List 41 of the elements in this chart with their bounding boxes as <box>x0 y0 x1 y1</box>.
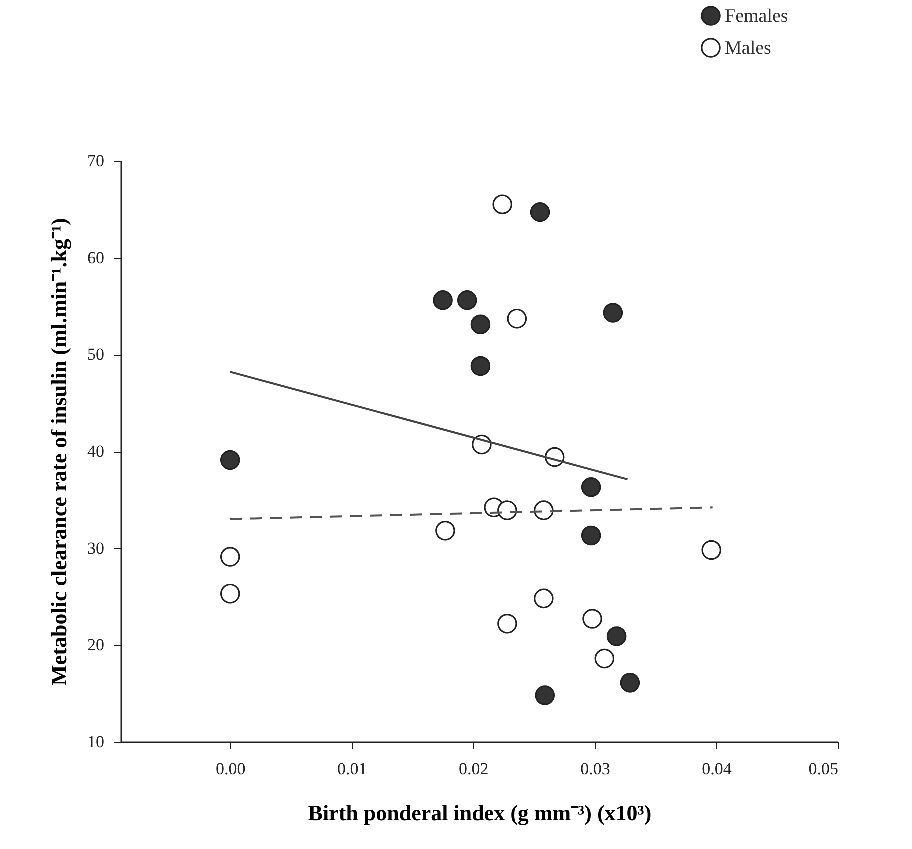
point <box>220 547 240 567</box>
x-tick-label: 0.04 <box>702 760 732 778</box>
x-axis-title: Birth ponderal index (g mm⁻³) (x10³) <box>308 800 652 826</box>
point <box>470 314 491 335</box>
point <box>492 194 512 214</box>
point <box>498 614 518 634</box>
y-axis-title: Metabolic clearance rate of insulin (ml.min⁻¹.kg⁻¹) <box>46 218 72 686</box>
legend-label: Females <box>725 6 788 27</box>
x-tick-label: 0.01 <box>338 760 368 778</box>
point <box>581 526 602 546</box>
y-tick-label: 60 <box>88 248 104 268</box>
legend-label: Males <box>725 38 772 59</box>
x-tick-label: 0.05 <box>808 760 838 778</box>
point <box>436 521 456 541</box>
point <box>603 303 624 323</box>
y-tick-label: 30 <box>88 538 104 558</box>
point <box>534 588 554 609</box>
point <box>530 202 550 222</box>
point <box>433 290 453 310</box>
point <box>220 450 240 470</box>
point <box>582 609 602 629</box>
point <box>702 540 722 560</box>
point <box>470 356 491 376</box>
point <box>594 648 615 669</box>
y-tick-label: 20 <box>88 636 104 655</box>
y-tick-label: 40 <box>88 442 104 461</box>
point <box>457 290 478 310</box>
point <box>498 500 518 520</box>
y-tick-label: 10 <box>88 732 104 752</box>
point <box>220 584 240 604</box>
x-tick-label: 0.03 <box>580 760 610 778</box>
point <box>581 477 602 498</box>
point <box>507 308 528 329</box>
point <box>606 626 627 646</box>
y-tick-label: 70 <box>88 152 104 170</box>
point <box>620 673 640 693</box>
x-tick-label: 0.02 <box>459 760 489 778</box>
point <box>535 686 556 706</box>
y-tick-label: 50 <box>88 345 104 364</box>
point <box>534 500 554 520</box>
x-tick-label: 0.00 <box>216 760 246 778</box>
